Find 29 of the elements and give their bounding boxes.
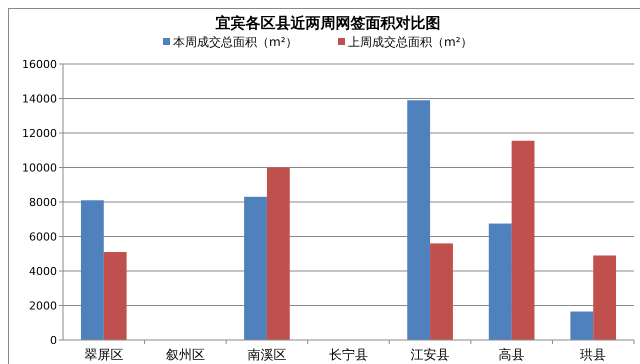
bar bbox=[104, 252, 127, 340]
x-tick-label: 高县 bbox=[498, 347, 525, 363]
legend-label: 本周成交总面积（m²） bbox=[173, 35, 298, 49]
y-tick-label: 4000 bbox=[29, 265, 57, 278]
y-tick-label: 0 bbox=[50, 334, 57, 347]
y-tick-label: 8000 bbox=[29, 196, 57, 209]
y-tick-label: 6000 bbox=[29, 230, 57, 244]
x-tick-label: 珙县 bbox=[580, 348, 606, 363]
x-tick-label: 江安县 bbox=[410, 347, 450, 363]
legend-label: 上周成交总面积（m²） bbox=[348, 35, 472, 49]
bar bbox=[407, 100, 430, 340]
chart-title: 宜宾各区县近两周网签面积对比图 bbox=[216, 14, 440, 32]
bar bbox=[430, 243, 453, 340]
bar bbox=[593, 255, 616, 340]
x-tick-label: 叙州区 bbox=[166, 348, 205, 363]
y-tick-label: 2000 bbox=[29, 300, 57, 312]
bar bbox=[512, 140, 534, 340]
y-tick-label: 16000 bbox=[22, 58, 57, 71]
bar bbox=[244, 196, 267, 340]
bar bbox=[570, 312, 594, 340]
bar bbox=[488, 224, 512, 340]
y-tick-label: 10000 bbox=[22, 162, 57, 174]
y-tick-label: 14000 bbox=[22, 92, 57, 106]
x-tick-label: 南溪区 bbox=[247, 348, 286, 363]
x-tick-label: 翠屏区 bbox=[84, 348, 124, 363]
bar bbox=[80, 200, 104, 340]
x-tick-label: 长宁县 bbox=[329, 347, 368, 363]
y-tick-label: 12000 bbox=[22, 127, 57, 140]
bar bbox=[266, 168, 290, 340]
